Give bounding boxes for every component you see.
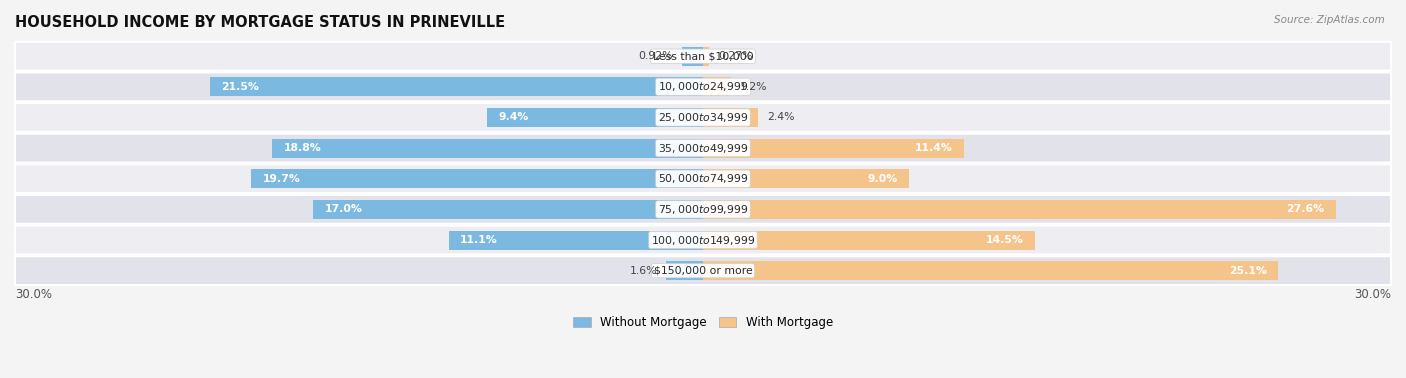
Bar [666, 261, 703, 280]
Text: 2.4%: 2.4% [768, 113, 794, 122]
Text: 11.4%: 11.4% [915, 143, 953, 153]
Text: $150,000 or more: $150,000 or more [654, 266, 752, 276]
Bar [252, 169, 703, 188]
FancyBboxPatch shape [15, 42, 1391, 71]
Text: 9.0%: 9.0% [868, 174, 898, 184]
Bar [703, 108, 758, 127]
Text: $35,000 to $49,999: $35,000 to $49,999 [658, 142, 748, 155]
FancyBboxPatch shape [15, 164, 1391, 193]
Text: 17.0%: 17.0% [325, 204, 363, 214]
Legend: Without Mortgage, With Mortgage: Without Mortgage, With Mortgage [568, 311, 838, 334]
Text: 18.8%: 18.8% [284, 143, 321, 153]
Bar [449, 231, 703, 249]
FancyBboxPatch shape [15, 256, 1391, 285]
Text: 21.5%: 21.5% [222, 82, 259, 92]
Text: 11.1%: 11.1% [460, 235, 498, 245]
Bar [703, 139, 965, 158]
Bar [314, 200, 703, 219]
Text: $50,000 to $74,999: $50,000 to $74,999 [658, 172, 748, 185]
FancyBboxPatch shape [15, 226, 1391, 254]
Bar [703, 169, 910, 188]
Bar [682, 47, 703, 66]
Text: $25,000 to $34,999: $25,000 to $34,999 [658, 111, 748, 124]
Text: 0.27%: 0.27% [718, 51, 752, 61]
Text: Less than $10,000: Less than $10,000 [652, 51, 754, 61]
Bar [703, 231, 1035, 249]
Text: 1.2%: 1.2% [740, 82, 768, 92]
Text: 25.1%: 25.1% [1229, 266, 1267, 276]
Bar [703, 77, 731, 96]
Text: $100,000 to $149,999: $100,000 to $149,999 [651, 234, 755, 246]
FancyBboxPatch shape [15, 73, 1391, 101]
Text: 1.6%: 1.6% [630, 266, 657, 276]
Text: $10,000 to $24,999: $10,000 to $24,999 [658, 81, 748, 93]
Bar [703, 261, 1278, 280]
Text: 30.0%: 30.0% [15, 288, 52, 301]
Text: Source: ZipAtlas.com: Source: ZipAtlas.com [1274, 15, 1385, 25]
Bar [271, 139, 703, 158]
Text: $75,000 to $99,999: $75,000 to $99,999 [658, 203, 748, 216]
Text: 9.4%: 9.4% [499, 113, 529, 122]
Text: HOUSEHOLD INCOME BY MORTGAGE STATUS IN PRINEVILLE: HOUSEHOLD INCOME BY MORTGAGE STATUS IN P… [15, 15, 505, 30]
FancyBboxPatch shape [15, 134, 1391, 163]
Bar [703, 200, 1336, 219]
Text: 0.92%: 0.92% [638, 51, 672, 61]
Text: 14.5%: 14.5% [986, 235, 1024, 245]
Bar [703, 47, 709, 66]
Text: 30.0%: 30.0% [1354, 288, 1391, 301]
Bar [488, 108, 703, 127]
Bar [209, 77, 703, 96]
Text: 27.6%: 27.6% [1286, 204, 1324, 214]
FancyBboxPatch shape [15, 195, 1391, 224]
FancyBboxPatch shape [15, 103, 1391, 132]
Text: 19.7%: 19.7% [263, 174, 301, 184]
